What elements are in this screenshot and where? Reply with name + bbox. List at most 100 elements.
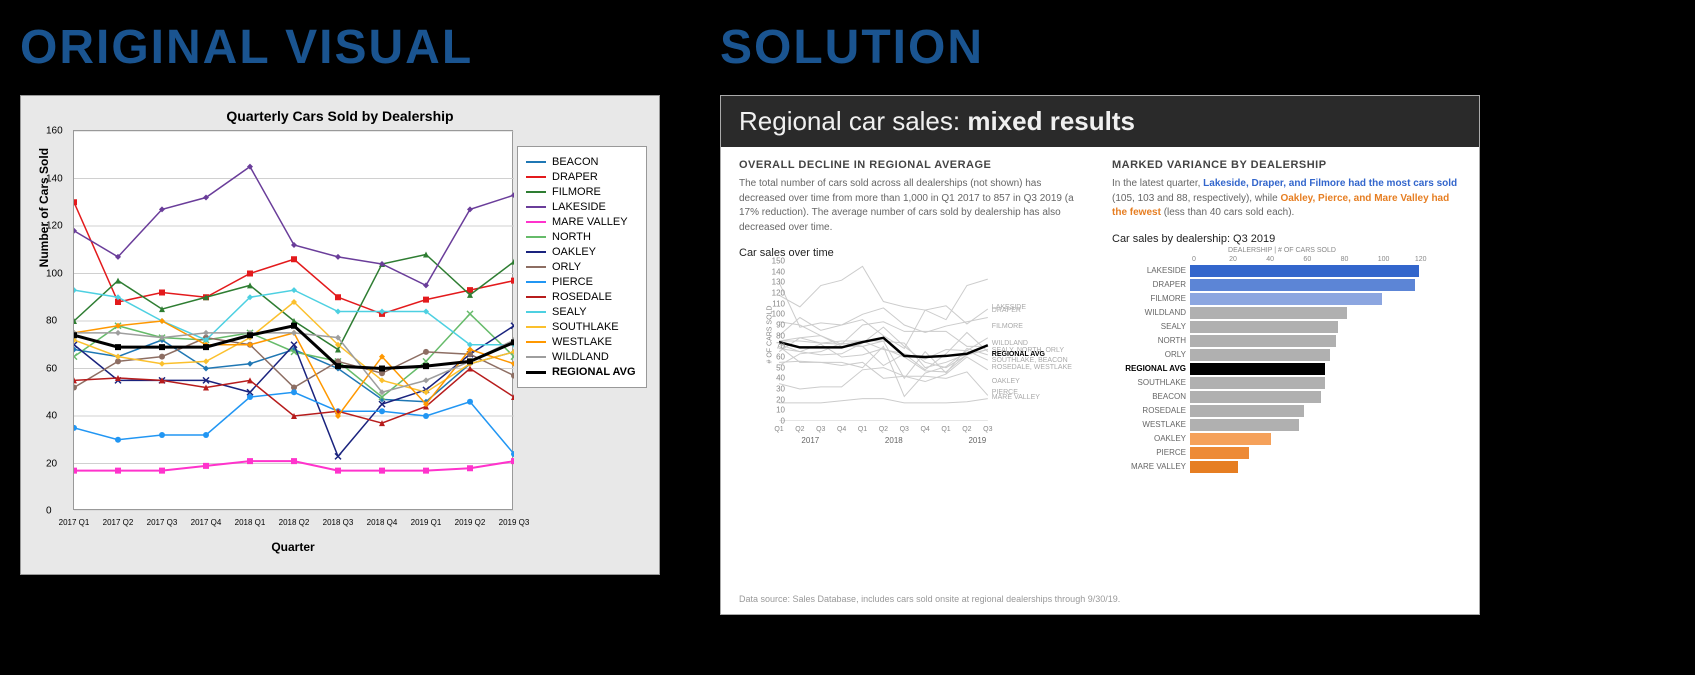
bar-row: NORTH [1112,335,1452,347]
legend-swatch [526,326,546,328]
left-chart-title: Quarterly Cars Sold by Dealership [33,108,647,124]
series-end-label: FILMORE [992,323,1023,330]
x-tick: 2018 Q3 [323,518,354,527]
y-tick: 130 [772,278,785,287]
bar-fill [1190,419,1299,431]
bar-x-tick: 120 [1415,256,1452,263]
bar-fill [1190,461,1238,473]
legend-item: LAKESIDE [526,201,638,213]
x-tick: 2017 Q2 [103,518,134,527]
y-tick: 20 [776,395,785,404]
legend-item: MARE VALLEY [526,216,638,228]
legend-item: FILMORE [526,186,638,198]
solution-header-bold: mixed results [967,106,1135,136]
bar-label: ROSEDALE [1112,406,1190,415]
solution-col2: MARKED VARIANCE BY DEALERSHIP In the lat… [1112,159,1461,475]
para-fragment: Lakeside, Draper, and Filmore had the mo… [1203,178,1457,189]
y-tick: 110 [772,299,785,308]
bar-fill [1190,447,1249,459]
legend-label: BEACON [552,156,598,168]
bar-fill [1190,349,1330,361]
solution-col1: OVERALL DECLINE IN REGIONAL AVERAGE The … [739,159,1088,475]
legend-label: ROSEDALE [552,291,612,303]
bar-fill [1190,279,1415,291]
bar-fill [1190,377,1325,389]
legend-item: WILDLAND [526,351,638,363]
y-tick: 60 [46,363,57,374]
bar-label: NORTH [1112,336,1190,345]
y-tick: 0 [46,506,52,517]
legend-item: ROSEDALE [526,291,638,303]
legend-label: FILMORE [552,186,601,198]
y-tick: 140 [46,173,63,184]
legend-swatch [526,221,546,223]
bar-label: ORLY [1112,350,1190,359]
y-tick: 20 [46,458,57,469]
col1-subhead: OVERALL DECLINE IN REGIONAL AVERAGE [739,159,1088,171]
bar-fill [1190,405,1304,417]
left-chart-plot: Number of Cars Sold 02040608010012014016… [73,130,513,510]
legend-swatch [526,236,546,238]
x-tick: Q1 [774,426,783,433]
bar-row: DRAPER [1112,279,1452,291]
para-fragment: In the latest quarter, [1112,178,1203,189]
x-tick: 2019 Q3 [499,518,530,527]
y-tick: 100 [46,268,63,279]
x-tick: Q4 [837,426,846,433]
legend-swatch [526,281,546,283]
bar-label: WILDLAND [1112,308,1190,317]
x-tick: Q3 [983,426,992,433]
legend-swatch [526,176,546,178]
legend-swatch [526,191,546,193]
bar-axis-label: DEALERSHIP | # OF CARS SOLD [1112,247,1452,254]
legend-swatch [526,356,546,358]
x-tick: Q3 [816,426,825,433]
bar-row: FILMORE [1112,293,1452,305]
bar-row: REGIONAL AVG [1112,363,1452,375]
x-tick: 2017 Q1 [59,518,90,527]
y-tick: 0 [781,417,785,426]
bar-label: FILMORE [1112,294,1190,303]
bar-label: OAKLEY [1112,434,1190,443]
heading-solution: SOLUTION [720,20,1480,75]
x-year: 2019 [968,436,986,445]
series-end-label: OAKLEY [992,378,1020,385]
legend-swatch [526,266,546,268]
bar-fill [1190,265,1419,277]
bar-fill [1190,293,1382,305]
x-tick: 2018 Q1 [235,518,266,527]
heading-original: ORIGINAL VISUAL [20,20,660,75]
bar-track [1190,461,1452,473]
legend-label: ORLY [552,261,581,273]
x-tick: Q1 [858,426,867,433]
legend-label: PIERCE [552,276,593,288]
col2-subhead: MARKED VARIANCE BY DEALERSHIP [1112,159,1461,171]
bar-row: ORLY [1112,349,1452,361]
x-tick: Q4 [920,426,929,433]
legend-item: DRAPER [526,171,638,183]
legend-label: DRAPER [552,171,598,183]
bar-fill [1190,335,1336,347]
y-tick: 120 [772,289,785,298]
legend-swatch [526,296,546,298]
bar-fill [1190,391,1321,403]
bar-fill [1190,307,1347,319]
x-tick: 2017 Q3 [147,518,178,527]
bar-track [1190,363,1452,375]
y-tick: 140 [772,267,785,276]
x-tick: 2019 Q1 [411,518,442,527]
bar-label: WESTLAKE [1112,420,1190,429]
legend-item: BEACON [526,156,638,168]
original-visual-panel: ORIGINAL VISUAL Quarterly Cars Sold by D… [20,20,660,615]
legend-item: PIERCE [526,276,638,288]
bar-track [1190,405,1452,417]
left-y-axis-label: Number of Cars Sold [37,148,51,267]
bar-track [1190,447,1452,459]
solution-header-light: Regional car sales: [739,106,967,136]
bar-x-tick: 20 [1229,256,1266,263]
bar-row: PIERCE [1112,447,1452,459]
x-tick: Q2 [879,426,888,433]
legend-swatch [526,311,546,313]
bar-x-tick: 40 [1266,256,1303,263]
solution-header: Regional car sales: mixed results [721,96,1479,147]
